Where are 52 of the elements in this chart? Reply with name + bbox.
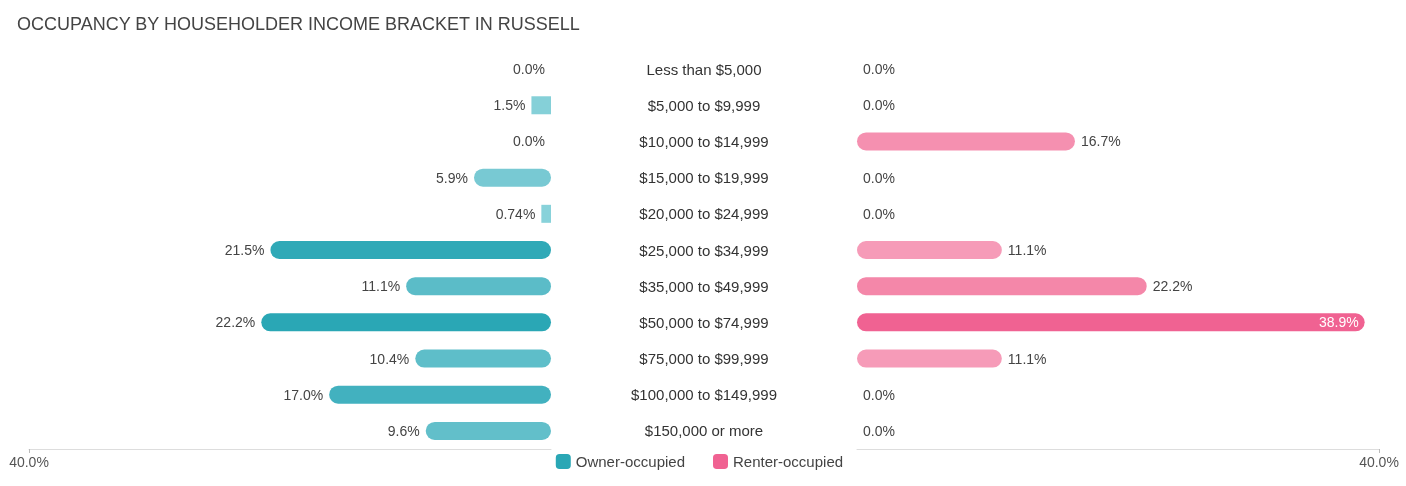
- y-tick-label: $20,000 to $24,999: [639, 205, 769, 223]
- data-label: 0.0%: [513, 133, 545, 150]
- data-label: 0.74%: [495, 205, 536, 222]
- y-tick-label: $75,000 to $99,999: [639, 350, 769, 368]
- y-tick-label: $15,000 to $19,999: [639, 169, 769, 187]
- legend-label: Owner-occupied: [575, 453, 685, 470]
- y-tick-label: $35,000 to $49,999: [639, 277, 769, 295]
- data-label: 16.7%: [1080, 133, 1121, 150]
- data-label: 0.0%: [863, 386, 895, 403]
- data-label: 1.5%: [493, 97, 526, 114]
- bar: [857, 313, 1365, 332]
- y-tick-label: $25,000 to $34,999: [639, 241, 769, 259]
- bar: [406, 277, 551, 296]
- data-label: 11.1%: [361, 278, 401, 295]
- data-label: 0.0%: [863, 422, 895, 439]
- bar: [857, 241, 1002, 259]
- data-label: 9.6%: [387, 422, 420, 439]
- bar: [270, 241, 551, 259]
- data-label: 11.1%: [1007, 242, 1047, 258]
- x-tick-label: 40.0%: [1359, 454, 1399, 470]
- y-tick-label: $150,000 or more: [644, 422, 764, 440]
- y-tick-label: $5,000 to $9,999: [647, 96, 761, 114]
- y-tick-label: Less than $5,000: [646, 60, 762, 78]
- bar: [857, 277, 1147, 296]
- data-label: 5.9%: [436, 169, 469, 186]
- y-tick-label: $10,000 to $14,999: [639, 132, 769, 150]
- bar: [531, 96, 551, 115]
- bar: [474, 168, 551, 187]
- data-label: 17.0%: [283, 386, 324, 403]
- legend-label: Renter-occupied: [733, 453, 844, 470]
- bar: [857, 132, 1075, 151]
- bar: [425, 421, 551, 440]
- y-tick-label: $100,000 to $149,999: [631, 386, 777, 404]
- data-label: 22.2%: [1152, 278, 1193, 295]
- data-label: 11.1%: [1007, 350, 1047, 367]
- bar: [415, 349, 551, 368]
- data-label: 0.0%: [513, 61, 545, 78]
- data-label: 0.0%: [863, 61, 895, 78]
- x-tick-label: 40.0%: [9, 454, 49, 470]
- data-label: 0.0%: [863, 169, 895, 186]
- bar: [261, 313, 551, 332]
- data-label: 21.5%: [224, 242, 265, 258]
- data-label: 22.2%: [215, 314, 256, 331]
- bar: [541, 204, 551, 223]
- bar: [329, 385, 551, 404]
- y-tick-label: $50,000 to $74,999: [639, 313, 769, 331]
- data-label: 0.0%: [863, 205, 895, 222]
- data-label: 10.4%: [369, 350, 410, 367]
- bar: [857, 349, 1002, 368]
- data-label: 38.9%: [1318, 314, 1359, 331]
- chart-title: OCCUPANCY BY HOUSEHOLDER INCOME BRACKET IN RUSSELL: [17, 14, 580, 34]
- data-label: 0.0%: [863, 97, 895, 114]
